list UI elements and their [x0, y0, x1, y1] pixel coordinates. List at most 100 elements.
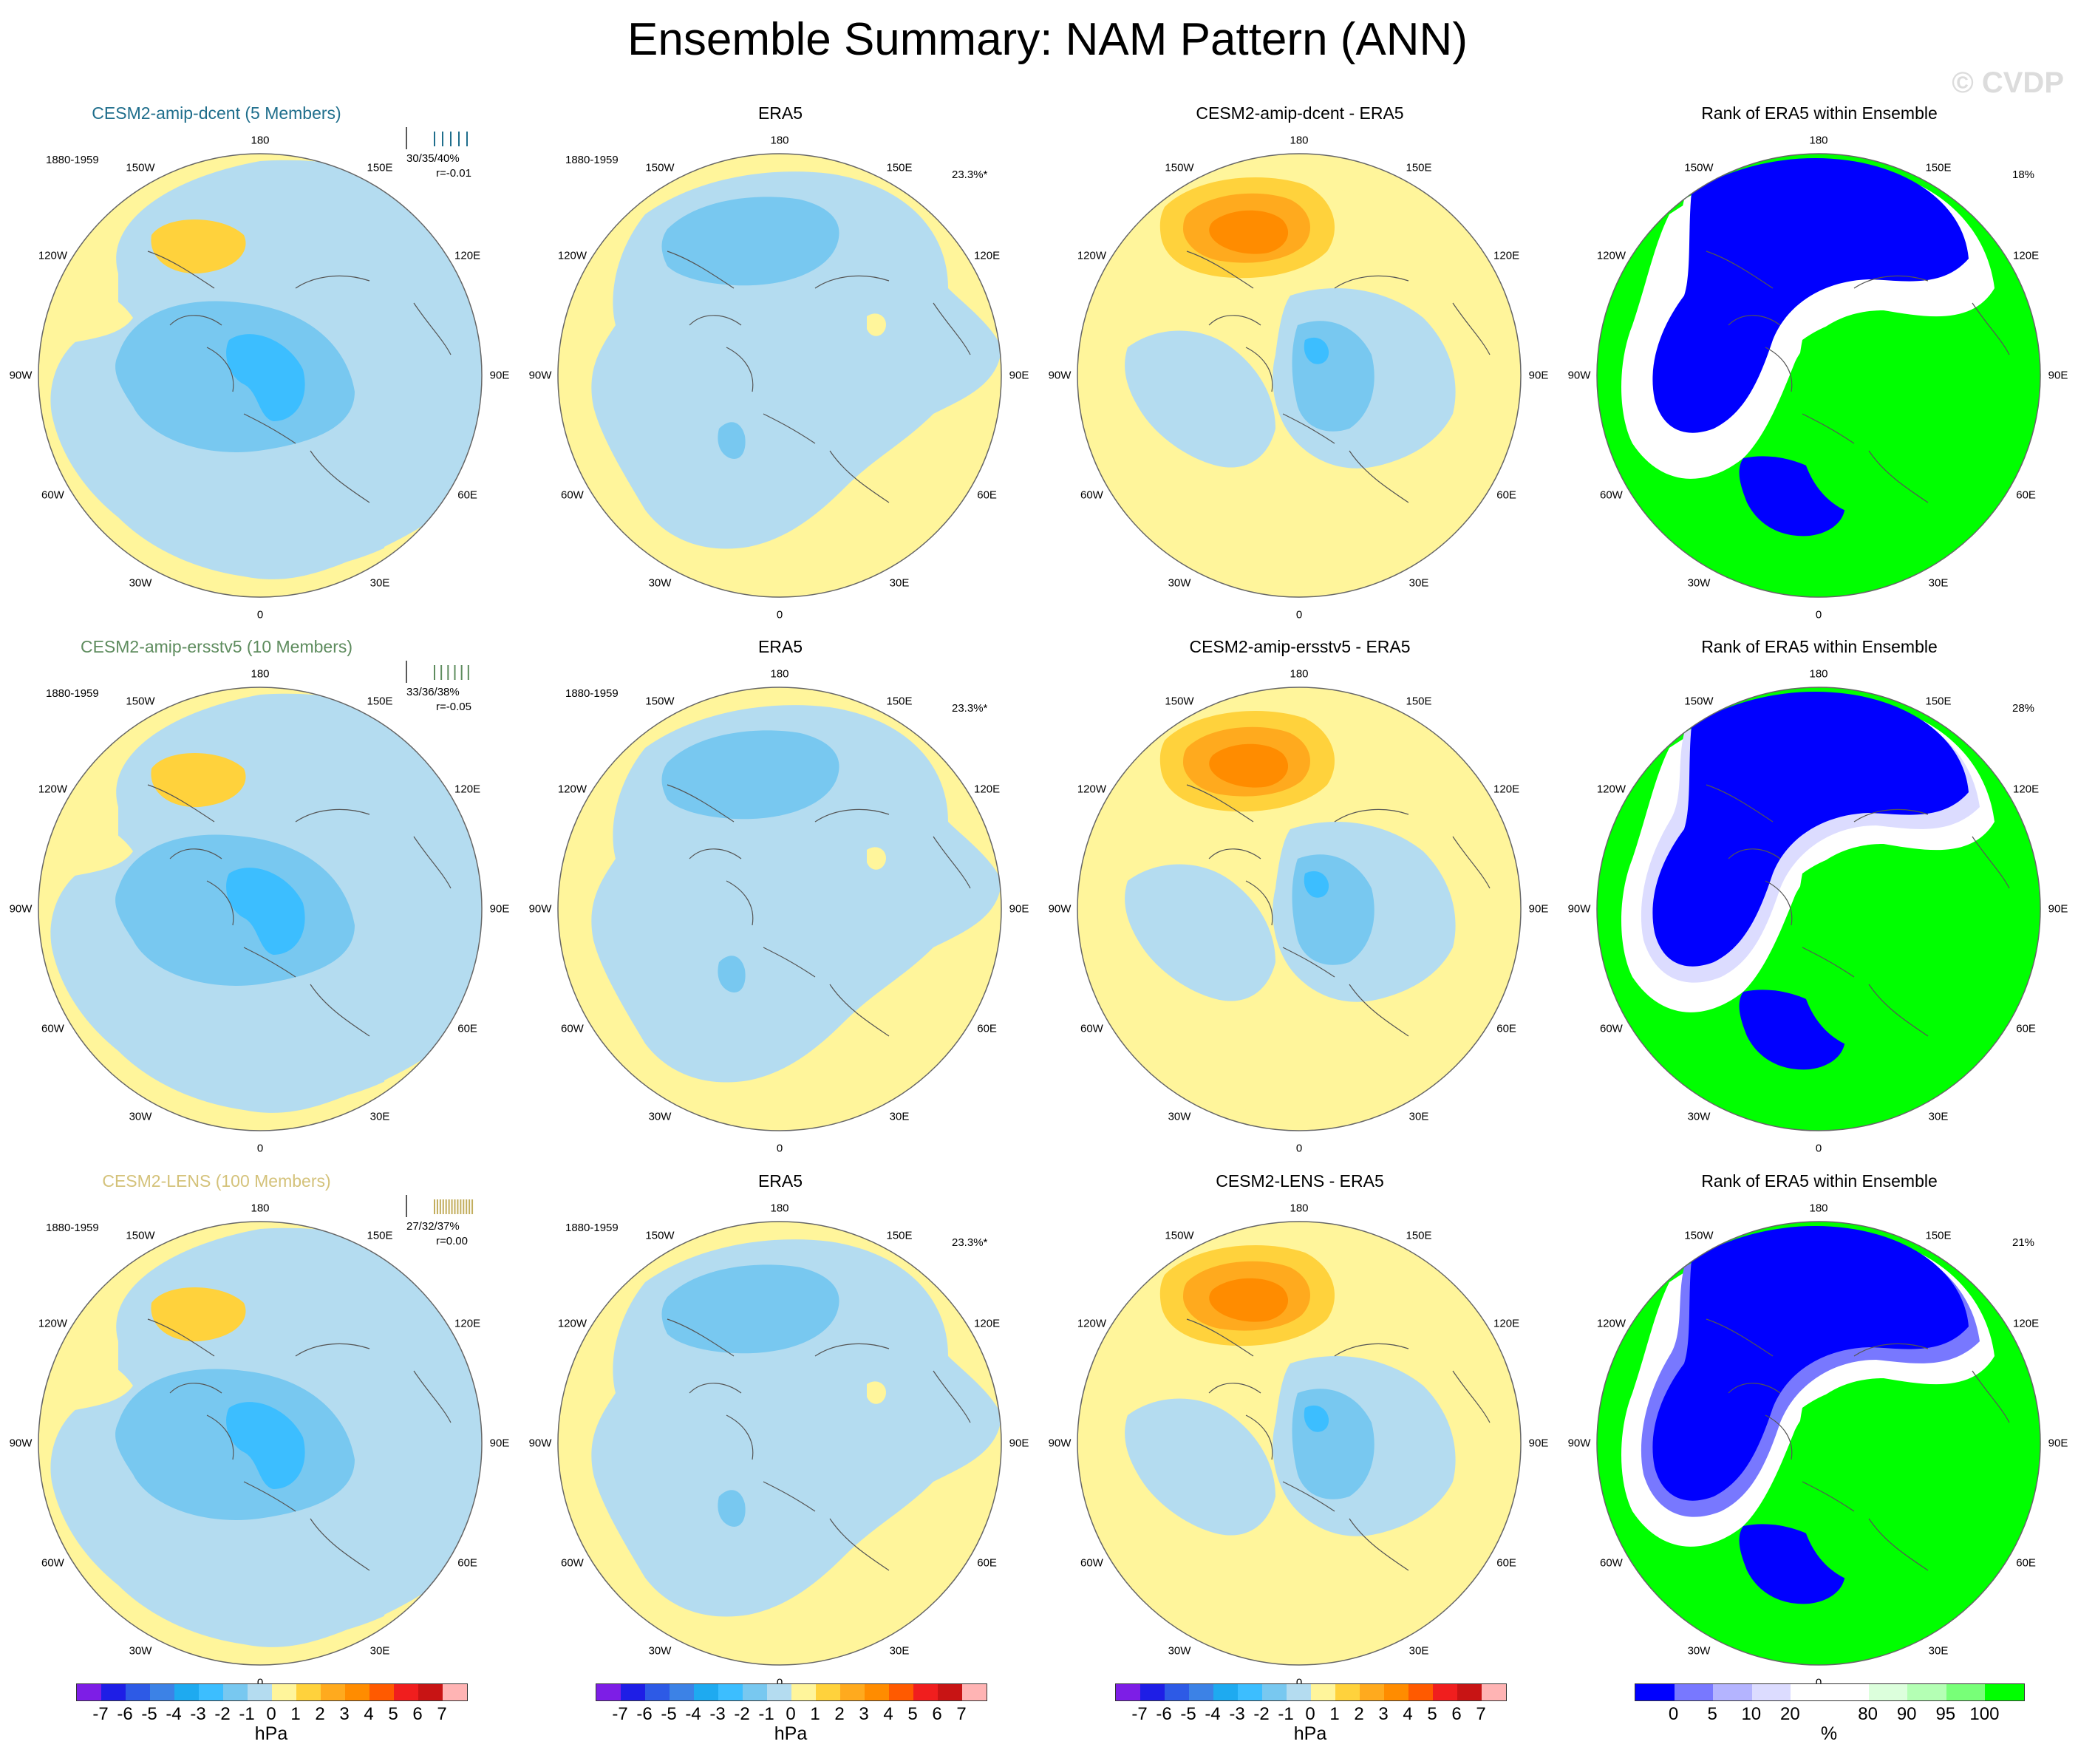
- years-label: 1880-1959: [46, 1222, 99, 1234]
- colorbar-swatch: [816, 1684, 840, 1700]
- colorbar-swatch: [1262, 1684, 1287, 1700]
- pattern-correlation: r=-0.05: [436, 701, 471, 713]
- colorbar-swatch: [1408, 1684, 1433, 1700]
- longitude-label: 120E: [974, 249, 1001, 262]
- anomaly-contour: [1304, 871, 1329, 898]
- map-boundary: [38, 153, 483, 598]
- longitude-label: 150W: [126, 1229, 155, 1242]
- longitude-label: 90E: [2048, 1437, 2068, 1450]
- colorbar-tick-label: -1: [758, 1704, 774, 1724]
- longitude-label: 150W: [645, 695, 675, 708]
- colorbar-tick-label: 3: [339, 1704, 350, 1724]
- hpa-colorbar: -7 -6 -5 -4 -3 -2 -1 0 1 2 3 4 5 6 7 hPa: [547, 1678, 1069, 1759]
- anomaly-contour: [52, 823, 133, 881]
- longitude-label: 180: [1290, 134, 1309, 147]
- longitude-label: 90W: [1048, 1437, 1072, 1450]
- colorbar-tick-label: -6: [117, 1704, 133, 1724]
- colorbar-swatch: [150, 1684, 174, 1700]
- longitude-label: 120W: [557, 249, 587, 262]
- anomaly-contour: [718, 422, 746, 459]
- longitude-label: 30E: [889, 1644, 910, 1658]
- longitude-label: 0: [1815, 608, 1822, 622]
- longitude-label: 120E: [2013, 783, 2040, 796]
- longitude-label: 150E: [1406, 161, 1432, 174]
- pc-spread-ticks: [406, 1195, 474, 1217]
- longitude-label: 150E: [886, 161, 913, 174]
- colorbar-units: hPa: [774, 1723, 808, 1744]
- longitude-label: 120W: [557, 1317, 587, 1330]
- pc-spread-ticks: [406, 127, 468, 149]
- colorbar-tick-label: 1: [810, 1704, 820, 1724]
- longitude-label: 0: [776, 1142, 783, 1155]
- polar-map: [557, 153, 1002, 598]
- colorbar-tick-label: -4: [166, 1704, 182, 1724]
- colorbar-tick-label: 95: [1935, 1704, 1956, 1724]
- longitude-label: 0: [776, 1676, 783, 1689]
- longitude-label: 60E: [1496, 1556, 1516, 1570]
- colorbar-tick-label: 5: [388, 1704, 398, 1724]
- colorbar-tick-label: 20: [1780, 1704, 1800, 1724]
- longitude-label: 30E: [369, 1110, 390, 1123]
- colorbar-swatch: [865, 1684, 889, 1700]
- percent-variance: 23.3%*: [952, 1236, 988, 1249]
- colorbar-swatch: [1946, 1684, 1986, 1700]
- colorbar-units: %: [1820, 1723, 1838, 1744]
- rank-region: [1797, 1383, 1980, 1585]
- anomaly-contour: [718, 1490, 746, 1527]
- cvdp-watermark: © CVDP: [1952, 67, 2064, 99]
- colorbar-tick-label: -3: [190, 1704, 206, 1724]
- map-boundary: [557, 1221, 1002, 1666]
- anomaly-contour: [151, 1287, 246, 1342]
- longitude-label: 150E: [1925, 695, 1952, 708]
- map-boundary: [1596, 1221, 2041, 1666]
- colorbar-tick-label: 4: [364, 1704, 374, 1724]
- longitude-label: 180: [251, 134, 270, 147]
- pattern-correlation: r=-0.01: [436, 167, 471, 180]
- percent-variance: 23.3%*: [952, 702, 988, 715]
- longitude-label: 90E: [489, 369, 510, 382]
- longitude-label: 60E: [977, 1022, 997, 1035]
- longitude-label: 60W: [1080, 488, 1103, 502]
- rank-panel: 180 150E 120E 90E 60E 30E 0 30W 60W 90W 120W 150W Ra…: [1559, 637, 2080, 1176]
- longitude-label: 30W: [1168, 1110, 1191, 1123]
- longitude-label: 60W: [41, 488, 64, 502]
- rank-region: [1652, 158, 1969, 433]
- colorbar-tick-label: 7: [437, 1704, 447, 1724]
- longitude-label: 0: [1295, 1676, 1303, 1689]
- longitude-label: 30E: [1408, 1110, 1429, 1123]
- diff-panel: 180 150E 120E 90E 60E 30E 0 30W 60W 90W 120W 150W CE…: [1039, 103, 1561, 643]
- obs-panel: 180 150E 120E 90E 60E 30E 0 30W 60W 90W 120W 150W ER…: [520, 103, 1041, 643]
- colorbar-swatch: [1457, 1684, 1482, 1700]
- longitude-label: 120W: [38, 249, 67, 262]
- colorbar-boxes: [1635, 1683, 2025, 1701]
- longitude-label: 90W: [528, 1437, 552, 1450]
- colorbar-swatch: [694, 1684, 718, 1700]
- colorbar-tick-label: 80: [1858, 1704, 1878, 1724]
- longitude-label: 120E: [1493, 783, 1520, 796]
- polar-map: [557, 687, 1002, 1131]
- percent-variance: 23.3%*: [952, 168, 988, 181]
- model-panel: 180 150E 120E 90E 60E 30E 0 30W 60W 90W 120W 150W CE…: [0, 1171, 522, 1711]
- page-title: Ensemble Summary: NAM Pattern (ANN): [627, 14, 1468, 65]
- colorbar-tick-label: 3: [1378, 1704, 1389, 1724]
- longitude-label: 90E: [489, 1437, 510, 1450]
- hpa-colorbar: -7 -6 -5 -4 -3 -2 -1 0 1 2 3 4 5 6 7 hPa: [27, 1678, 549, 1759]
- model-panel: 180 150E 120E 90E 60E 30E 0 30W 60W 90W 120W 150W CE…: [0, 637, 522, 1176]
- colorbar-swatch: [1311, 1684, 1335, 1700]
- panel-title: CESM2-LENS (100 Members): [102, 1171, 331, 1191]
- coastline: [667, 1318, 971, 1571]
- obs-panel: 180 150E 120E 90E 60E 30E 0 30W 60W 90W 120W 150W ER…: [520, 1171, 1041, 1711]
- longitude-label: 150W: [1165, 695, 1194, 708]
- colorbar-swatch: [1287, 1684, 1311, 1700]
- longitude-label: 150E: [886, 695, 913, 708]
- longitude-label: 120E: [1493, 249, 1520, 262]
- longitude-label: 120W: [557, 783, 587, 796]
- colorbar-swatch: [1116, 1684, 1140, 1700]
- anomaly-contour: [1209, 1278, 1289, 1322]
- colorbar-swatch: [840, 1684, 865, 1700]
- longitude-label: 150W: [1684, 695, 1714, 708]
- longitude-label: 150W: [1684, 1229, 1714, 1242]
- longitude-label: 0: [256, 608, 264, 622]
- colorbar-tick-label: -5: [661, 1704, 677, 1724]
- longitude-label: 30E: [1408, 576, 1429, 590]
